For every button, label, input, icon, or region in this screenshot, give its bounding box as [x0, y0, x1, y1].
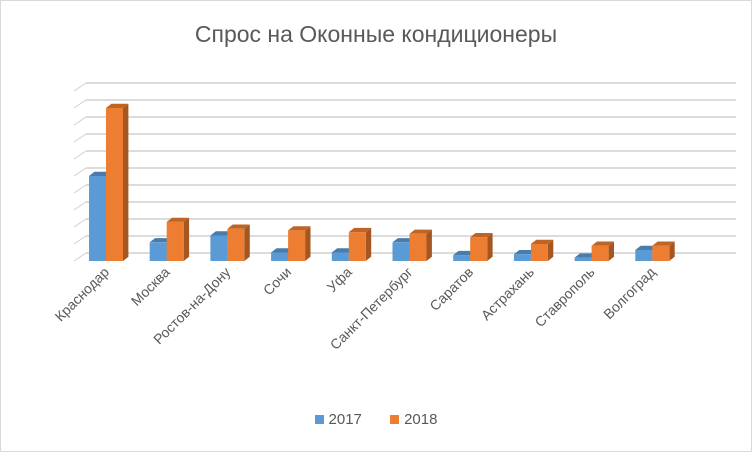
legend-item-2018: 2018 — [390, 411, 437, 428]
bar-2018 — [166, 221, 184, 261]
category-label: Волгоград — [600, 264, 658, 322]
chart-title: Спрос на Оконные кондиционеры — [194, 21, 558, 47]
category-label: Ставрополь — [531, 264, 597, 330]
gridline-side — [73, 167, 87, 177]
bar-top — [652, 241, 675, 246]
gridline-side — [73, 82, 87, 92]
bar-2017 — [210, 235, 228, 261]
bar-side — [305, 226, 311, 261]
bar-top — [574, 253, 597, 258]
bar-top — [166, 217, 190, 222]
bar-2017 — [331, 252, 349, 261]
bar-side — [426, 229, 432, 261]
bar-2018 — [288, 230, 306, 261]
bar-side — [487, 233, 493, 261]
legend-label: 2018 — [404, 411, 438, 428]
bar-top — [591, 241, 614, 246]
gridline-side — [73, 201, 87, 211]
bar-top — [227, 224, 250, 229]
bar-side — [183, 217, 190, 261]
category-label: Уфа — [324, 264, 355, 295]
legend-swatch — [390, 415, 400, 424]
bar-top — [271, 248, 294, 253]
bar-top — [513, 250, 537, 255]
bar-top — [409, 229, 432, 234]
category-label: Саратов — [426, 264, 476, 314]
category-label: Астрахань — [478, 264, 537, 323]
bar-top — [470, 233, 493, 238]
legend-swatch — [314, 415, 324, 424]
bar-2017 — [453, 255, 471, 261]
category-label: Сочи — [260, 264, 294, 298]
bar-2018 — [530, 244, 548, 261]
legend-item-2017: 2017 — [314, 411, 362, 428]
bar-top — [149, 238, 173, 243]
gridline-side — [73, 133, 87, 143]
bar-side — [365, 227, 372, 261]
category-label: Москва — [128, 264, 173, 309]
bar-side — [547, 239, 554, 261]
bar-top — [106, 103, 129, 108]
bar-top — [453, 250, 476, 256]
bar-top — [89, 171, 112, 176]
legend: 2017 2018 — [1, 411, 751, 428]
bar-top — [635, 245, 658, 250]
bar-top — [530, 239, 554, 244]
bar-top — [331, 248, 355, 253]
bar-2017 — [149, 242, 167, 261]
bar-top — [348, 227, 372, 233]
bar-2017 — [392, 242, 410, 261]
bar-2017 — [513, 254, 531, 261]
bar-top — [288, 226, 311, 231]
bar-top — [210, 231, 233, 236]
bar-2018 — [591, 245, 609, 261]
bar-2017 — [271, 252, 289, 261]
gridline-side — [73, 184, 87, 194]
bar-2018 — [652, 245, 670, 261]
category-label: Краснодар — [52, 264, 113, 325]
legend-label: 2017 — [328, 411, 362, 428]
bar-2018 — [227, 228, 245, 261]
bar-2017 — [635, 249, 653, 261]
gridline-side — [73, 218, 87, 228]
bar-side — [123, 103, 129, 261]
bar-2018 — [348, 232, 366, 261]
bar-2018 — [106, 108, 123, 261]
gridline-side — [73, 116, 87, 126]
bar-side — [608, 241, 614, 261]
gridline-side — [73, 150, 87, 160]
bar-2018 — [470, 237, 488, 261]
bar-2017 — [574, 257, 592, 261]
bar-top — [392, 238, 415, 243]
bar-side — [244, 224, 250, 261]
bar-2017 — [89, 176, 106, 261]
gridline-side — [73, 252, 87, 262]
gridline-side — [73, 99, 87, 109]
gridline-side — [73, 235, 87, 245]
bar-side — [669, 241, 675, 261]
bar-2018 — [409, 233, 427, 261]
